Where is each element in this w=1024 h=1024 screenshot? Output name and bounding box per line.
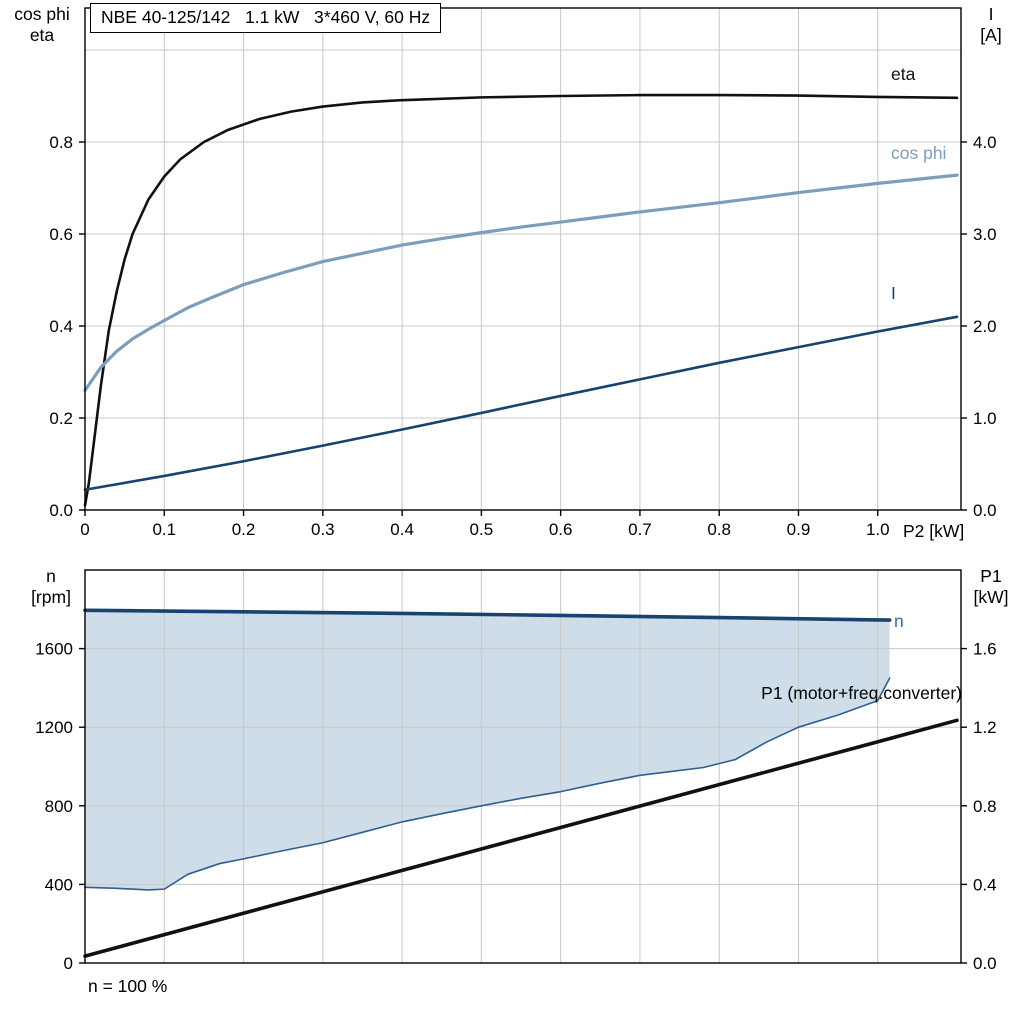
chart-title: NBE 40-125/142 1.1 kW 3*460 V, 60 Hz — [90, 3, 442, 33]
svg-text:1.2: 1.2 — [973, 718, 997, 737]
svg-text:0.8: 0.8 — [973, 797, 997, 816]
axis-label-p1: P1 — [980, 566, 1002, 586]
svg-text:0.0: 0.0 — [49, 501, 73, 520]
svg-text:1.6: 1.6 — [973, 640, 997, 659]
svg-text:0.5: 0.5 — [470, 520, 494, 539]
svg-text:0.0: 0.0 — [973, 954, 997, 973]
curve-label-cos-phi: cos phi — [891, 143, 947, 163]
top-right-axis-label: I [A] — [962, 4, 1020, 46]
top-chart-svg: 0 0.1 0.2 0.3 0.4 0.5 0.6 0.7 0.8 0.9 1.0 0.0 0.2 0.4… — [49, 7, 997, 539]
axis-label-current: I — [988, 4, 994, 24]
svg-text:0.8: 0.8 — [707, 520, 731, 539]
axis-label-kw-unit: [kW] — [973, 587, 1009, 607]
svg-text:1600: 1600 — [35, 640, 73, 659]
svg-text:0.2: 0.2 — [232, 520, 256, 539]
curve-label-n: n — [894, 611, 904, 631]
svg-text:0.1: 0.1 — [152, 520, 176, 539]
svg-text:1200: 1200 — [35, 718, 73, 737]
svg-text:0.4: 0.4 — [390, 520, 414, 539]
curve-label-p1: P1 (motor+freq.converter) — [761, 683, 962, 703]
axis-label-ampere-unit: [A] — [980, 25, 1002, 45]
curve-label-current: I — [891, 283, 896, 303]
svg-text:0.6: 0.6 — [49, 225, 73, 244]
svg-text:0: 0 — [64, 954, 73, 973]
svg-text:400: 400 — [45, 875, 73, 894]
axis-label-n: n — [46, 566, 56, 586]
curve-label-eta: eta — [891, 64, 916, 84]
svg-text:1.0: 1.0 — [866, 520, 890, 539]
axis-label-cos-phi: cos phi — [14, 4, 70, 24]
speed-note: n = 100 % — [88, 976, 168, 996]
bottom-chart-svg: 0 400 800 1200 1600 0.0 0.4 0.8 1.2 1.6 — [35, 569, 997, 973]
bottom-right-axis-label: P1 [kW] — [960, 566, 1022, 608]
svg-text:3.0: 3.0 — [973, 225, 997, 244]
svg-text:4.0: 4.0 — [973, 133, 997, 152]
svg-text:0.9: 0.9 — [787, 520, 811, 539]
bottom-left-axis-label: n [rpm] — [16, 566, 86, 608]
svg-text:0.4: 0.4 — [49, 317, 73, 336]
top-left-axis-label: cos phi eta — [4, 4, 80, 46]
svg-text:0.4: 0.4 — [973, 875, 997, 894]
svg-text:0.2: 0.2 — [49, 409, 73, 428]
axis-label-eta: eta — [29, 25, 55, 45]
axis-label-rpm-unit: [rpm] — [31, 587, 71, 607]
x-axis-label-p2: P2 [kW] — [903, 521, 965, 541]
svg-text:0.0: 0.0 — [973, 501, 997, 520]
svg-text:1.0: 1.0 — [973, 409, 997, 428]
svg-text:800: 800 — [45, 797, 73, 816]
svg-text:0.3: 0.3 — [311, 520, 335, 539]
svg-text:0.7: 0.7 — [628, 520, 652, 539]
svg-text:0.8: 0.8 — [49, 133, 73, 152]
svg-text:0: 0 — [80, 520, 89, 539]
svg-text:0.6: 0.6 — [549, 520, 573, 539]
svg-text:2.0: 2.0 — [973, 317, 997, 336]
